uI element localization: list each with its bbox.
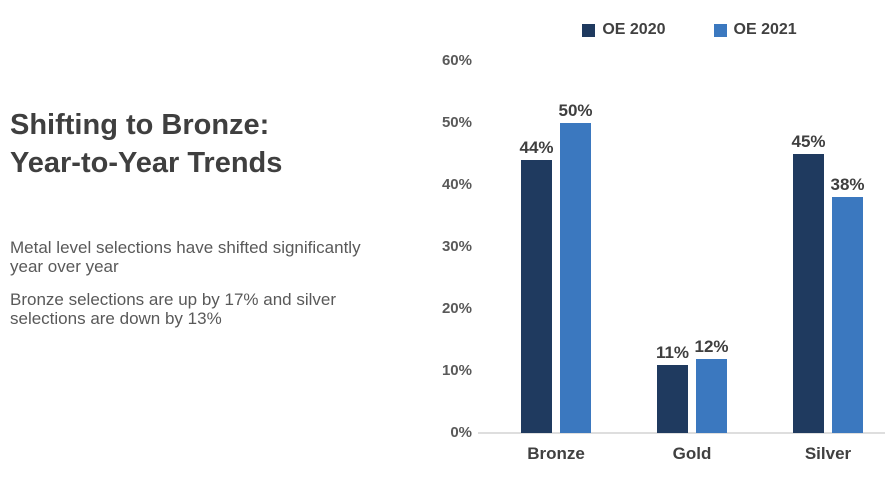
y-axis-tick-label: 40% (441, 176, 472, 193)
y-axis-tick-label: 30% (441, 238, 472, 255)
bar-oe-2020-bronze (521, 160, 552, 433)
bar-chart: OE 2020 OE 2021 0% 10% 20% 30% 40% 50% 60% 44% 5… (440, 0, 885, 477)
y-axis-tick-label: 20% (441, 300, 472, 317)
x-axis-category-label: Bronze (527, 444, 585, 463)
x-axis-line (478, 432, 885, 434)
bar-oe-2021-gold (696, 358, 727, 433)
plot-area: 44% 50% 11% 12% 45% 38% (488, 0, 885, 433)
bar-value-label: 45% (791, 132, 826, 151)
bar-value-label: 11% (655, 342, 690, 362)
bar-value-label: 50% (558, 101, 593, 120)
slide-title-line1: Shifting to Bronze: (10, 109, 270, 141)
bar-oe-2020-gold (657, 364, 688, 433)
legend-swatch-oe-2021 (713, 23, 727, 37)
legend-swatch-oe-2020 (582, 23, 596, 37)
chart-legend: OE 2020 OE 2021 (478, 20, 885, 40)
body-paragraph-1: Metal level selections have shifted sign… (10, 238, 361, 276)
bar-oe-2021-silver (832, 197, 863, 433)
body-paragraph-2: Bronze selections are up by 17% and silv… (10, 290, 337, 328)
legend-label: OE 2020 (602, 21, 666, 38)
x-axis-category-label: Gold (672, 444, 712, 463)
slide-title-line2: Year-to-Year Trends (10, 147, 283, 179)
bar-value-label: 38% (830, 175, 865, 195)
x-axis-category-label: Silver (804, 444, 852, 463)
legend-label: OE 2021 (733, 21, 797, 38)
legend-item-oe-2021: OE 2021 (713, 21, 797, 39)
text-panel: Shifting to Bronze: Year-to-Year Trends M… (10, 106, 375, 342)
slide-title: Shifting to Bronze: Year-to-Year Trends (10, 106, 375, 182)
y-axis-tick-label: 60% (441, 52, 472, 69)
bar-value-label: 12% (694, 336, 729, 356)
y-axis: 0% 10% 20% 30% 40% 50% 60% (440, 0, 472, 477)
bar-value-label: 44% (519, 138, 554, 158)
legend-item-oe-2020: OE 2020 (582, 21, 666, 39)
y-axis-tick-label: 50% (441, 114, 472, 131)
bar-oe-2020-silver (793, 154, 824, 433)
y-axis-tick-label: 10% (441, 362, 472, 379)
bar-oe-2021-bronze (560, 123, 591, 433)
y-axis-tick-label: 0% (450, 424, 472, 441)
